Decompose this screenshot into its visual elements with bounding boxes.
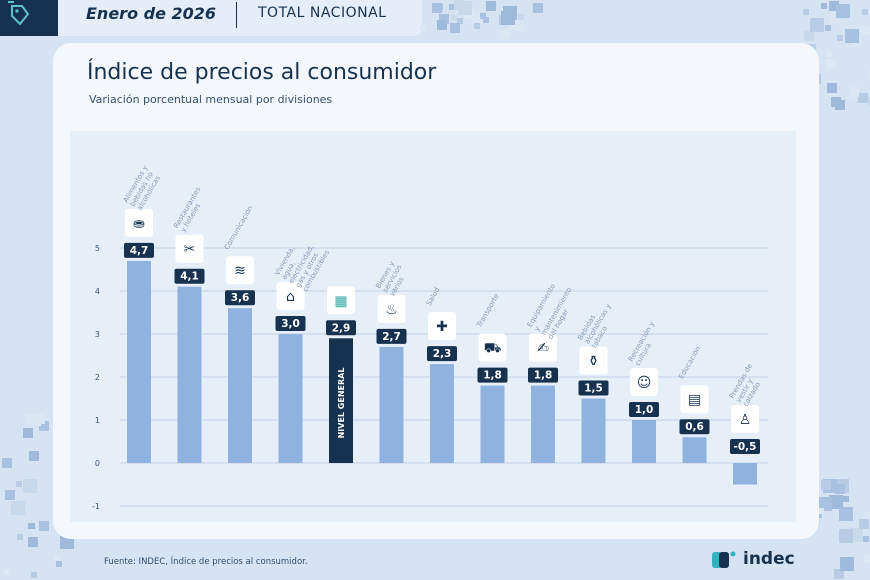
tshirt-icon: [731, 405, 759, 433]
value-label: 0,6: [685, 421, 704, 433]
value-label: 2,3: [433, 348, 452, 360]
value-label: 1,0: [635, 404, 654, 416]
icon-glyph: ♨: [385, 302, 398, 318]
category-label: Salud: [425, 286, 442, 307]
house-energy-icon: [276, 282, 305, 310]
value-label: 3,0: [281, 318, 300, 330]
restaurant-icon: [175, 234, 204, 263]
category-label: Educación: [677, 345, 702, 380]
value-label: 1,8: [483, 370, 502, 382]
bottles-icon: [579, 346, 608, 375]
y-tick-label: -1: [92, 502, 100, 511]
tag-icon: [0, 0, 58, 36]
book-icon: [680, 385, 709, 414]
food-basket-icon: [125, 208, 153, 237]
bar: [228, 308, 252, 463]
value-label-box: [427, 346, 457, 362]
bar: [531, 385, 555, 463]
value-label-box: [679, 419, 710, 435]
icon-glyph: ✍: [537, 341, 549, 357]
y-tick-label: 0: [95, 459, 100, 468]
value-label: 1,8: [534, 370, 553, 382]
value-label-box: [376, 328, 407, 344]
value-label: 1,5: [584, 383, 603, 395]
source-note: Fuente: INDEC, Índice de precios al cons…: [104, 557, 308, 567]
bar: [632, 420, 656, 463]
category-label: Recreación ycultura: [627, 320, 663, 367]
icon-glyph: ⛟: [484, 341, 502, 357]
bar: [177, 286, 202, 463]
icon-glyph: ≋: [234, 263, 246, 279]
care-products-icon: [377, 294, 406, 323]
icon-glyph: ✂: [184, 242, 196, 258]
bar: [581, 398, 606, 463]
icon-glyph: ▤: [688, 392, 701, 408]
y-tick-label: 2: [95, 373, 100, 382]
value-label: 4,7: [130, 245, 149, 257]
shopping-basket-icon: [327, 286, 355, 315]
icon-glyph: ▦: [334, 293, 347, 309]
category-label: Alimentos ybebidas noalcohólicas: [122, 164, 163, 212]
bar: [379, 346, 404, 463]
value-label-box: [326, 320, 356, 336]
y-tick-label: 4: [95, 287, 100, 296]
bar: [733, 463, 757, 485]
bar: [682, 437, 707, 463]
value-label-box: [629, 402, 659, 417]
indec-logo-icon: [712, 549, 738, 571]
health-cross-icon: [428, 312, 456, 341]
value-label-box: [225, 290, 255, 306]
value-label-box: [174, 268, 205, 284]
icon-glyph: ⌂: [286, 289, 295, 305]
header-scope: TOTAL NACIONAL: [258, 5, 387, 21]
category-label: Transporte: [475, 292, 501, 329]
value-label-box: [528, 367, 558, 383]
value-label-box: [124, 242, 154, 258]
icon-glyph: ♙: [739, 412, 752, 428]
value-label: 4,1: [180, 271, 199, 283]
value-label-box: [730, 439, 760, 454]
category-label: Bienes yserviciosvarios: [374, 259, 410, 298]
category-label: Restaurantesy hoteles: [172, 185, 209, 233]
y-tick-label: 5: [95, 244, 100, 253]
highlight-bar-label: NIVEL GENERAL: [337, 368, 346, 439]
y-tick-label: 1: [95, 416, 100, 425]
category-label: Equipamientoymantenimientodel hogar: [526, 278, 580, 340]
theater-masks-icon: [630, 368, 658, 396]
bar: [127, 260, 151, 463]
category-label: Bebidasalcohólicas ytabaco: [576, 298, 619, 349]
car-icon: [478, 333, 507, 362]
bar: [329, 338, 353, 463]
value-label-box: [275, 316, 306, 331]
category-label: Comunicación: [223, 204, 255, 251]
y-tick-label: 3: [95, 330, 100, 339]
value-label: 2,7: [382, 331, 401, 343]
bar: [480, 385, 505, 463]
header-separator: [236, 2, 237, 28]
tools-icon: [529, 333, 557, 362]
icon-glyph: ✚: [436, 319, 448, 335]
wifi-icon: [226, 256, 254, 285]
value-label-box: [477, 367, 508, 383]
category-label: Prendas devestir ycalzado: [728, 362, 768, 408]
indec-logo-text: indec: [743, 549, 795, 569]
header-date: Enero de 2026: [86, 4, 217, 23]
header-bar: Enero de 2026 TOTAL NACIONAL: [0, 0, 422, 36]
icon-glyph: ☺: [637, 375, 652, 391]
bar: [430, 364, 454, 463]
icon-glyph: ⛂: [133, 216, 145, 232]
chart-subtitle: Variación porcentual mensual por divisio…: [89, 93, 333, 106]
value-label: -0,5: [734, 441, 757, 453]
value-label: 2,9: [332, 322, 351, 334]
chart-title: Índice de precios al consumidor: [87, 60, 437, 85]
bar: [278, 334, 303, 463]
value-label: 3,6: [231, 292, 250, 304]
icon-glyph: ⚱: [588, 354, 600, 370]
value-label-box: [578, 380, 609, 396]
